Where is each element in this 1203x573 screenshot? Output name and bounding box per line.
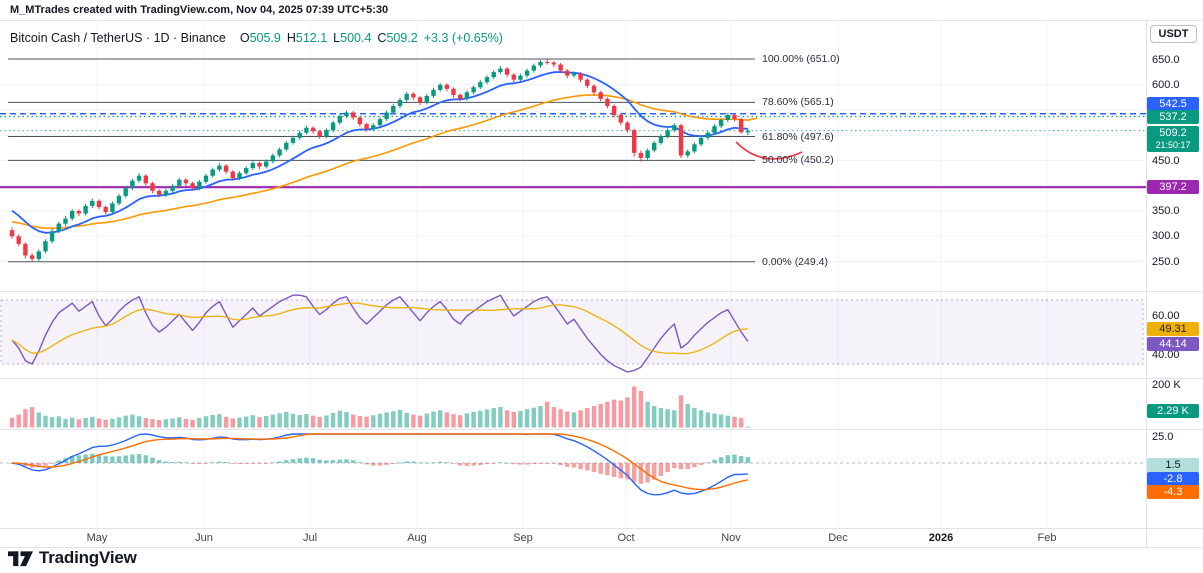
low-value: 500.4 <box>340 31 372 45</box>
candles-layer <box>9 59 751 262</box>
panel-separator <box>0 528 1203 529</box>
symbol-legend: Bitcoin Cash / TetherUS · 1D · Binance O… <box>10 31 503 45</box>
low-label: L <box>333 31 341 45</box>
annotation-layer <box>735 141 803 160</box>
panel-separator <box>0 291 1203 292</box>
close-label: C <box>377 31 387 45</box>
panel-separator <box>0 429 1203 430</box>
rsi-layer <box>11 294 749 373</box>
tradingview-logo-icon[interactable] <box>8 548 33 568</box>
tradingview-logo-text[interactable]: TradingView <box>39 548 137 567</box>
macd-layer <box>0 433 1146 496</box>
high-value: 512.1 <box>295 31 328 45</box>
symbol-title[interactable]: Bitcoin Cash / TetherUS · 1D · Binance <box>10 31 226 45</box>
panel-separator <box>0 547 1203 548</box>
footer: TradingView <box>8 548 137 568</box>
high-label: H <box>286 31 296 45</box>
rsi-band <box>0 299 1144 365</box>
change-value: +3.3 (+0.65%) <box>423 31 503 45</box>
attribution-text: M_MTrades created with TradingView.com, … <box>10 4 389 16</box>
grid-layer <box>0 21 1146 528</box>
close-value: 509.2 <box>386 31 418 45</box>
panel-separator <box>0 20 1203 21</box>
open-label: O <box>239 31 250 45</box>
moving-averages-layer <box>11 71 758 234</box>
currency-toggle-button[interactable]: USDT <box>1150 25 1197 43</box>
volume-layer <box>9 386 751 428</box>
open-value: 505.9 <box>249 31 281 45</box>
price-axis-border[interactable] <box>1146 20 1147 547</box>
panel-separator <box>0 378 1203 379</box>
